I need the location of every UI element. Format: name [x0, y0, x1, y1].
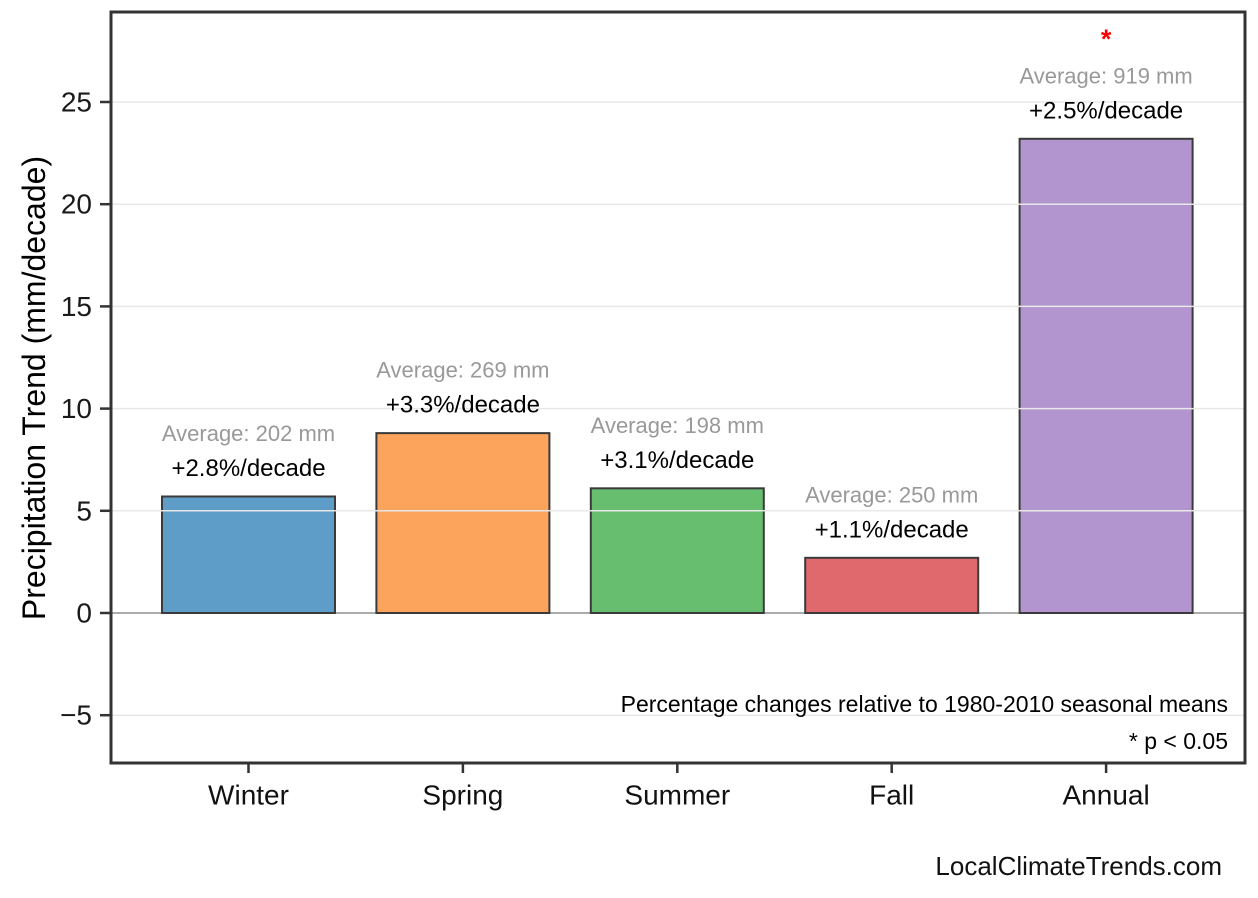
x-tick-label-winter: Winter	[208, 780, 289, 811]
bar-fall	[804, 556, 980, 615]
gridlines-group	[112, 101, 1244, 716]
note-line-2: * p < 0.05	[1129, 728, 1228, 754]
bar-pct-label: +3.1%/decade	[600, 447, 754, 474]
significance-asterisk: *	[1101, 24, 1112, 54]
y-axis-title: Precipitation Trend (mm/decade)	[16, 156, 52, 620]
watermark-text: LocalClimateTrends.com	[935, 851, 1222, 881]
note-line-1: Percentage changes relative to 1980-2010…	[621, 691, 1228, 717]
x-tick-label-summer: Summer	[624, 780, 730, 811]
bar-pct-label: +2.5%/decade	[1029, 97, 1183, 124]
bar-pct-label: +2.8%/decade	[171, 455, 325, 482]
y-tick-label: 0	[76, 598, 92, 629]
bars-group	[161, 137, 1194, 615]
bar-average-label: Average: 919 mm	[1019, 63, 1192, 88]
x-tick-label-spring: Spring	[422, 780, 503, 811]
x-tick-label-fall: Fall	[869, 780, 914, 811]
x-tick-label-annual: Annual	[1063, 780, 1150, 811]
annotations-group: Average: 202 mm +2.8%/decade Average: 269 …	[162, 24, 1193, 544]
bar-average-label: Average: 250 mm	[805, 482, 978, 507]
y-tick-label: 25	[61, 87, 92, 118]
y-tick-label: 10	[61, 393, 92, 424]
bar-winter	[161, 495, 336, 615]
y-tick-label: 20	[61, 189, 92, 220]
bar-pct-label: +3.3%/decade	[386, 392, 540, 419]
bar-pct-label: +1.1%/decade	[815, 516, 969, 543]
bar-average-label: Average: 269 mm	[376, 358, 549, 383]
bar-summer	[589, 487, 765, 615]
bar-average-label: Average: 198 mm	[591, 413, 764, 438]
y-tick-label: 15	[61, 291, 92, 322]
y-tick-label: 5	[76, 495, 92, 526]
x-ticks-group: Winter Spring Summer Fall Annual	[208, 763, 1150, 811]
bar-annual	[1018, 137, 1194, 615]
y-tick-label: −5	[60, 700, 92, 731]
bar-average-label: Average: 202 mm	[162, 421, 335, 446]
bar-spring	[375, 432, 551, 614]
y-ticks-group: −5 0 5 10 15 20 25	[60, 87, 111, 731]
